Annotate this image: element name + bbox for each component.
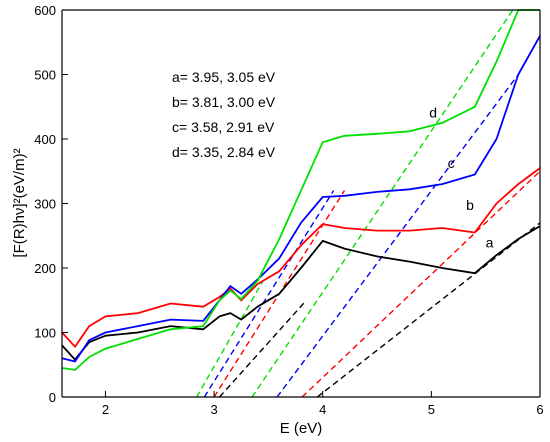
y-tick-label: 500: [34, 68, 56, 83]
series-line-b: [61, 167, 541, 348]
annotation-box: a= 3.95, 3.05 eV b= 3.81, 3.00 eV c= 3.5…: [172, 69, 276, 160]
tangent-line-d: [196, 280, 264, 398]
data-series: [61, 9, 541, 371]
y-tick-label: 0: [49, 390, 56, 405]
series-line-c: [61, 35, 541, 363]
y-ticks: 0 100 200 300 400 500 600: [34, 3, 68, 405]
y-tick-label: 600: [34, 3, 56, 18]
y-tick-label: 100: [34, 326, 56, 341]
tangent-line-d: [251, 9, 514, 398]
x-tick-label: 2: [102, 402, 109, 417]
annotation-b: b= 3.81, 3.00 eV: [172, 94, 276, 110]
annotation-a: a= 3.95, 3.05 eV: [172, 69, 276, 85]
series-line-a: [61, 225, 541, 361]
annotation-d: d= 3.35, 2.84 eV: [172, 144, 276, 160]
curve-label-a: a: [486, 234, 494, 250]
y-axis-title: [F(R)hν]²(eV/m)²: [11, 148, 28, 257]
x-tick-label: 3: [210, 402, 217, 417]
curve-label-b: b: [466, 197, 474, 213]
x-ticks: 2 3 4 5 6: [102, 391, 544, 417]
tangent-line-c: [276, 74, 519, 398]
curve-label-c: c: [448, 155, 455, 171]
tangent-line-b: [301, 170, 541, 398]
curve-labels: a b c d: [429, 105, 493, 251]
series-line-d: [61, 9, 540, 371]
tangent-line-a: [316, 222, 541, 398]
y-tick-label: 400: [34, 132, 56, 147]
tangent-line-c: [203, 190, 335, 398]
x-tick-label: 4: [319, 402, 326, 417]
tangent-line-a: [219, 299, 307, 398]
y-tick-label: 200: [34, 261, 56, 276]
x-axis-title: E (eV): [280, 420, 323, 437]
annotation-c: c= 3.58, 2.91 eV: [172, 119, 275, 135]
y-tick-label: 300: [34, 197, 56, 212]
x-tick-label: 5: [428, 402, 435, 417]
x-tick-label: 6: [536, 402, 543, 417]
curve-label-d: d: [429, 105, 437, 121]
